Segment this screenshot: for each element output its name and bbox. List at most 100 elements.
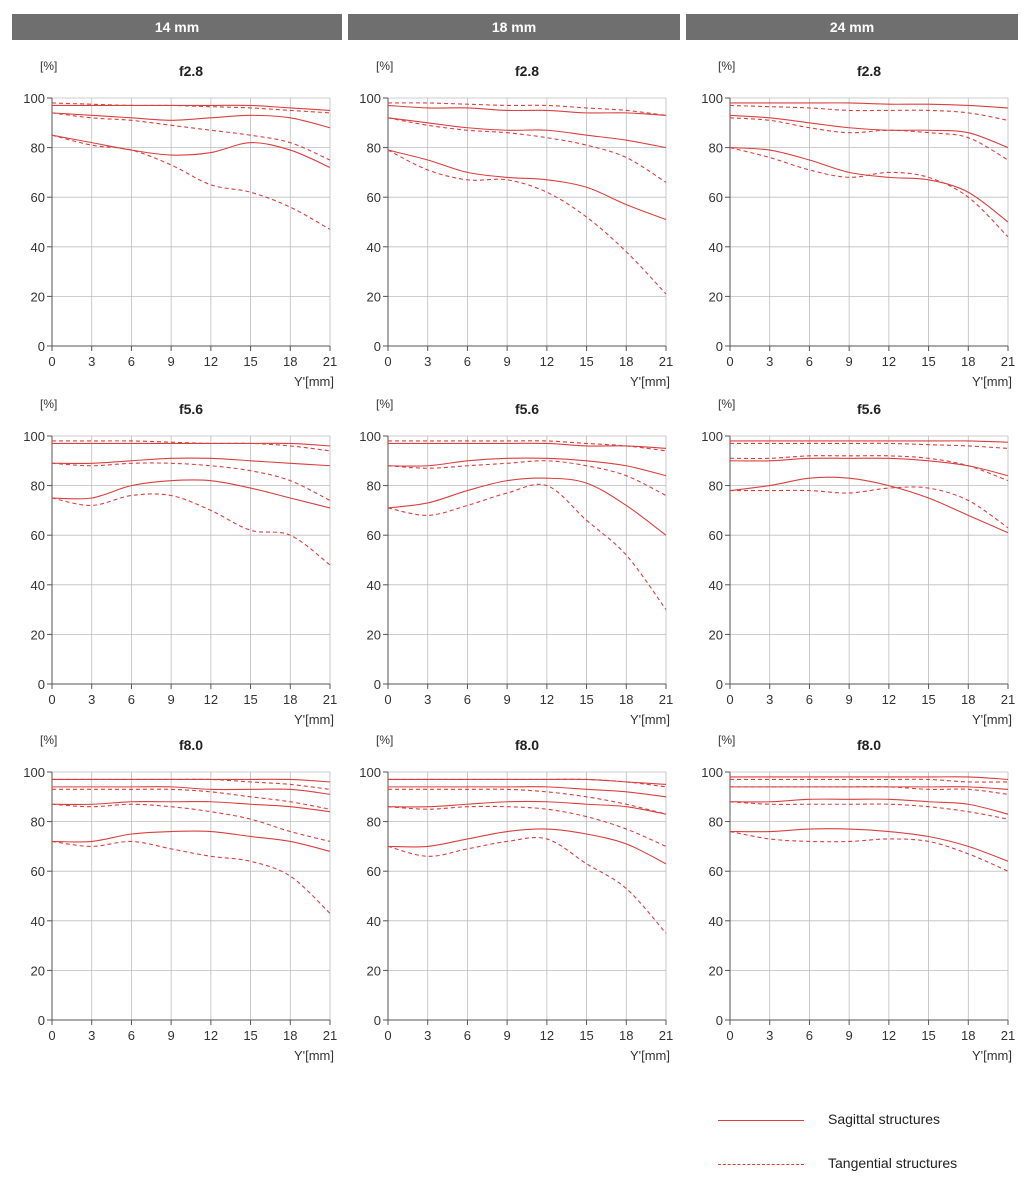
x-tick-label: 18 (961, 692, 975, 707)
mtf-curve-dashed (729, 778, 1009, 783)
y-unit-label: [%] (376, 733, 393, 747)
mtf-curve-solid (51, 134, 331, 168)
y-tick-label: 100 (701, 91, 723, 106)
y-tick-label: 0 (374, 339, 381, 354)
x-tick-label: 6 (806, 1028, 813, 1043)
mtf-curve-solid (387, 442, 667, 449)
x-tick-label: 3 (88, 692, 95, 707)
mtf-curve-solid (387, 786, 667, 798)
y-tick-label: 100 (23, 429, 45, 444)
y-tick-label: 40 (367, 578, 381, 593)
y-tick-label: 20 (709, 627, 723, 642)
y-tick-label: 80 (31, 815, 45, 830)
mtf-curve-solid (729, 147, 1009, 223)
mtf-curve-solid (387, 457, 667, 477)
mtf-curve-solid (51, 479, 331, 509)
x-tick-label: 0 (384, 354, 391, 369)
x-tick-label: 6 (806, 354, 813, 369)
x-tick-label: 18 (283, 692, 297, 707)
y-tick-label: 80 (367, 141, 381, 156)
x-tick-label: 12 (540, 692, 554, 707)
x-tick-label: 0 (384, 1028, 391, 1043)
panel-aperture-title: f8.0 (179, 737, 203, 753)
mtf-curve-solid (51, 830, 331, 852)
mtf-curve-dashed (729, 801, 1009, 820)
x-tick-label: 0 (48, 354, 55, 369)
x-tick-label: 21 (1001, 354, 1015, 369)
x-tick-label: 12 (882, 1028, 896, 1043)
mtf-curve-dashed (387, 117, 667, 183)
y-tick-label: 60 (31, 190, 45, 205)
mtf-curve-dashed (729, 104, 1009, 121)
mtf-curve-solid (387, 149, 667, 221)
y-tick-label: 40 (31, 578, 45, 593)
x-tick-label: 21 (323, 692, 337, 707)
y-tick-label: 0 (38, 677, 45, 692)
panel-aperture-title: f2.8 (179, 63, 203, 79)
mtf-curve-solid (729, 786, 1009, 790)
x-tick-label: 18 (283, 354, 297, 369)
x-tick-label: 3 (424, 692, 431, 707)
mtf-chart-14mm-f5.6: f5.6 [%] 0 20 40 60 80 100 0 3 6 9 12 15 18 21 Y'[mm] (23, 397, 337, 727)
y-tick-label: 100 (359, 429, 381, 444)
x-tick-label: 3 (88, 1028, 95, 1043)
mtf-curve-solid (730, 776, 1009, 780)
y-unit-label: [%] (718, 733, 735, 747)
x-tick-label: 9 (504, 692, 511, 707)
y-unit-label: [%] (40, 397, 57, 411)
x-axis-label: Y'[mm] (972, 1048, 1012, 1063)
x-tick-label: 9 (846, 1028, 853, 1043)
x-tick-label: 12 (882, 692, 896, 707)
x-tick-label: 3 (766, 354, 773, 369)
x-tick-label: 15 (921, 354, 935, 369)
y-tick-label: 80 (709, 479, 723, 494)
x-tick-label: 18 (619, 692, 633, 707)
x-tick-label: 9 (846, 354, 853, 369)
mtf-curve-solid (51, 801, 331, 813)
mtf-curve-solid (51, 112, 331, 129)
x-tick-label: 9 (168, 692, 175, 707)
x-tick-label: 21 (323, 1028, 337, 1043)
mtf-curve-dashed (729, 117, 1009, 161)
y-tick-label: 20 (367, 289, 381, 304)
y-tick-label: 0 (38, 1013, 45, 1028)
y-tick-label: 100 (701, 765, 723, 780)
mtf-curve-dashed (388, 440, 667, 452)
mtf-curve-dashed (387, 149, 667, 295)
panel-aperture-title: f8.0 (515, 737, 539, 753)
x-tick-label: 21 (1001, 1028, 1015, 1043)
x-tick-label: 18 (961, 354, 975, 369)
x-tick-label: 12 (204, 692, 218, 707)
x-tick-label: 12 (540, 354, 554, 369)
y-tick-label: 100 (23, 765, 45, 780)
mtf-chart-18mm-f2.8: f2.8 [%] 0 20 40 60 80 100 0 3 6 9 12 15 18 21 Y'[mm] (359, 59, 673, 389)
y-tick-label: 40 (367, 240, 381, 255)
x-tick-label: 12 (204, 354, 218, 369)
x-tick-label: 0 (384, 692, 391, 707)
y-tick-label: 20 (367, 627, 381, 642)
mtf-curve-dashed (387, 460, 667, 497)
y-tick-label: 80 (31, 141, 45, 156)
x-tick-label: 15 (921, 1028, 935, 1043)
mtf-curve-solid (387, 117, 667, 149)
y-tick-label: 40 (31, 914, 45, 929)
x-tick-label: 21 (659, 692, 673, 707)
x-axis-label: Y'[mm] (972, 712, 1012, 727)
y-tick-label: 60 (709, 190, 723, 205)
y-unit-label: [%] (376, 59, 393, 73)
mtf-curve-dashed (729, 786, 1009, 795)
y-tick-label: 20 (367, 963, 381, 978)
mtf-chart-18mm-f5.6: f5.6 [%] 0 20 40 60 80 100 0 3 6 9 12 15 18 21 Y'[mm] (359, 397, 673, 727)
y-tick-label: 20 (31, 963, 45, 978)
x-tick-label: 6 (128, 692, 135, 707)
y-tick-label: 80 (367, 815, 381, 830)
x-tick-label: 12 (882, 354, 896, 369)
mtf-curve-solid (729, 114, 1009, 149)
y-tick-label: 20 (31, 289, 45, 304)
mtf-curve-dashed (388, 788, 667, 815)
x-tick-label: 6 (128, 1028, 135, 1043)
mtf-curve-dashed (729, 830, 1009, 872)
mtf-curve-dashed (387, 778, 667, 788)
x-tick-label: 9 (504, 1028, 511, 1043)
mtf-chart-24mm-f2.8: f2.8 [%] 0 20 40 60 80 100 0 3 6 9 12 15 18 21 Y'[mm] (701, 59, 1015, 389)
